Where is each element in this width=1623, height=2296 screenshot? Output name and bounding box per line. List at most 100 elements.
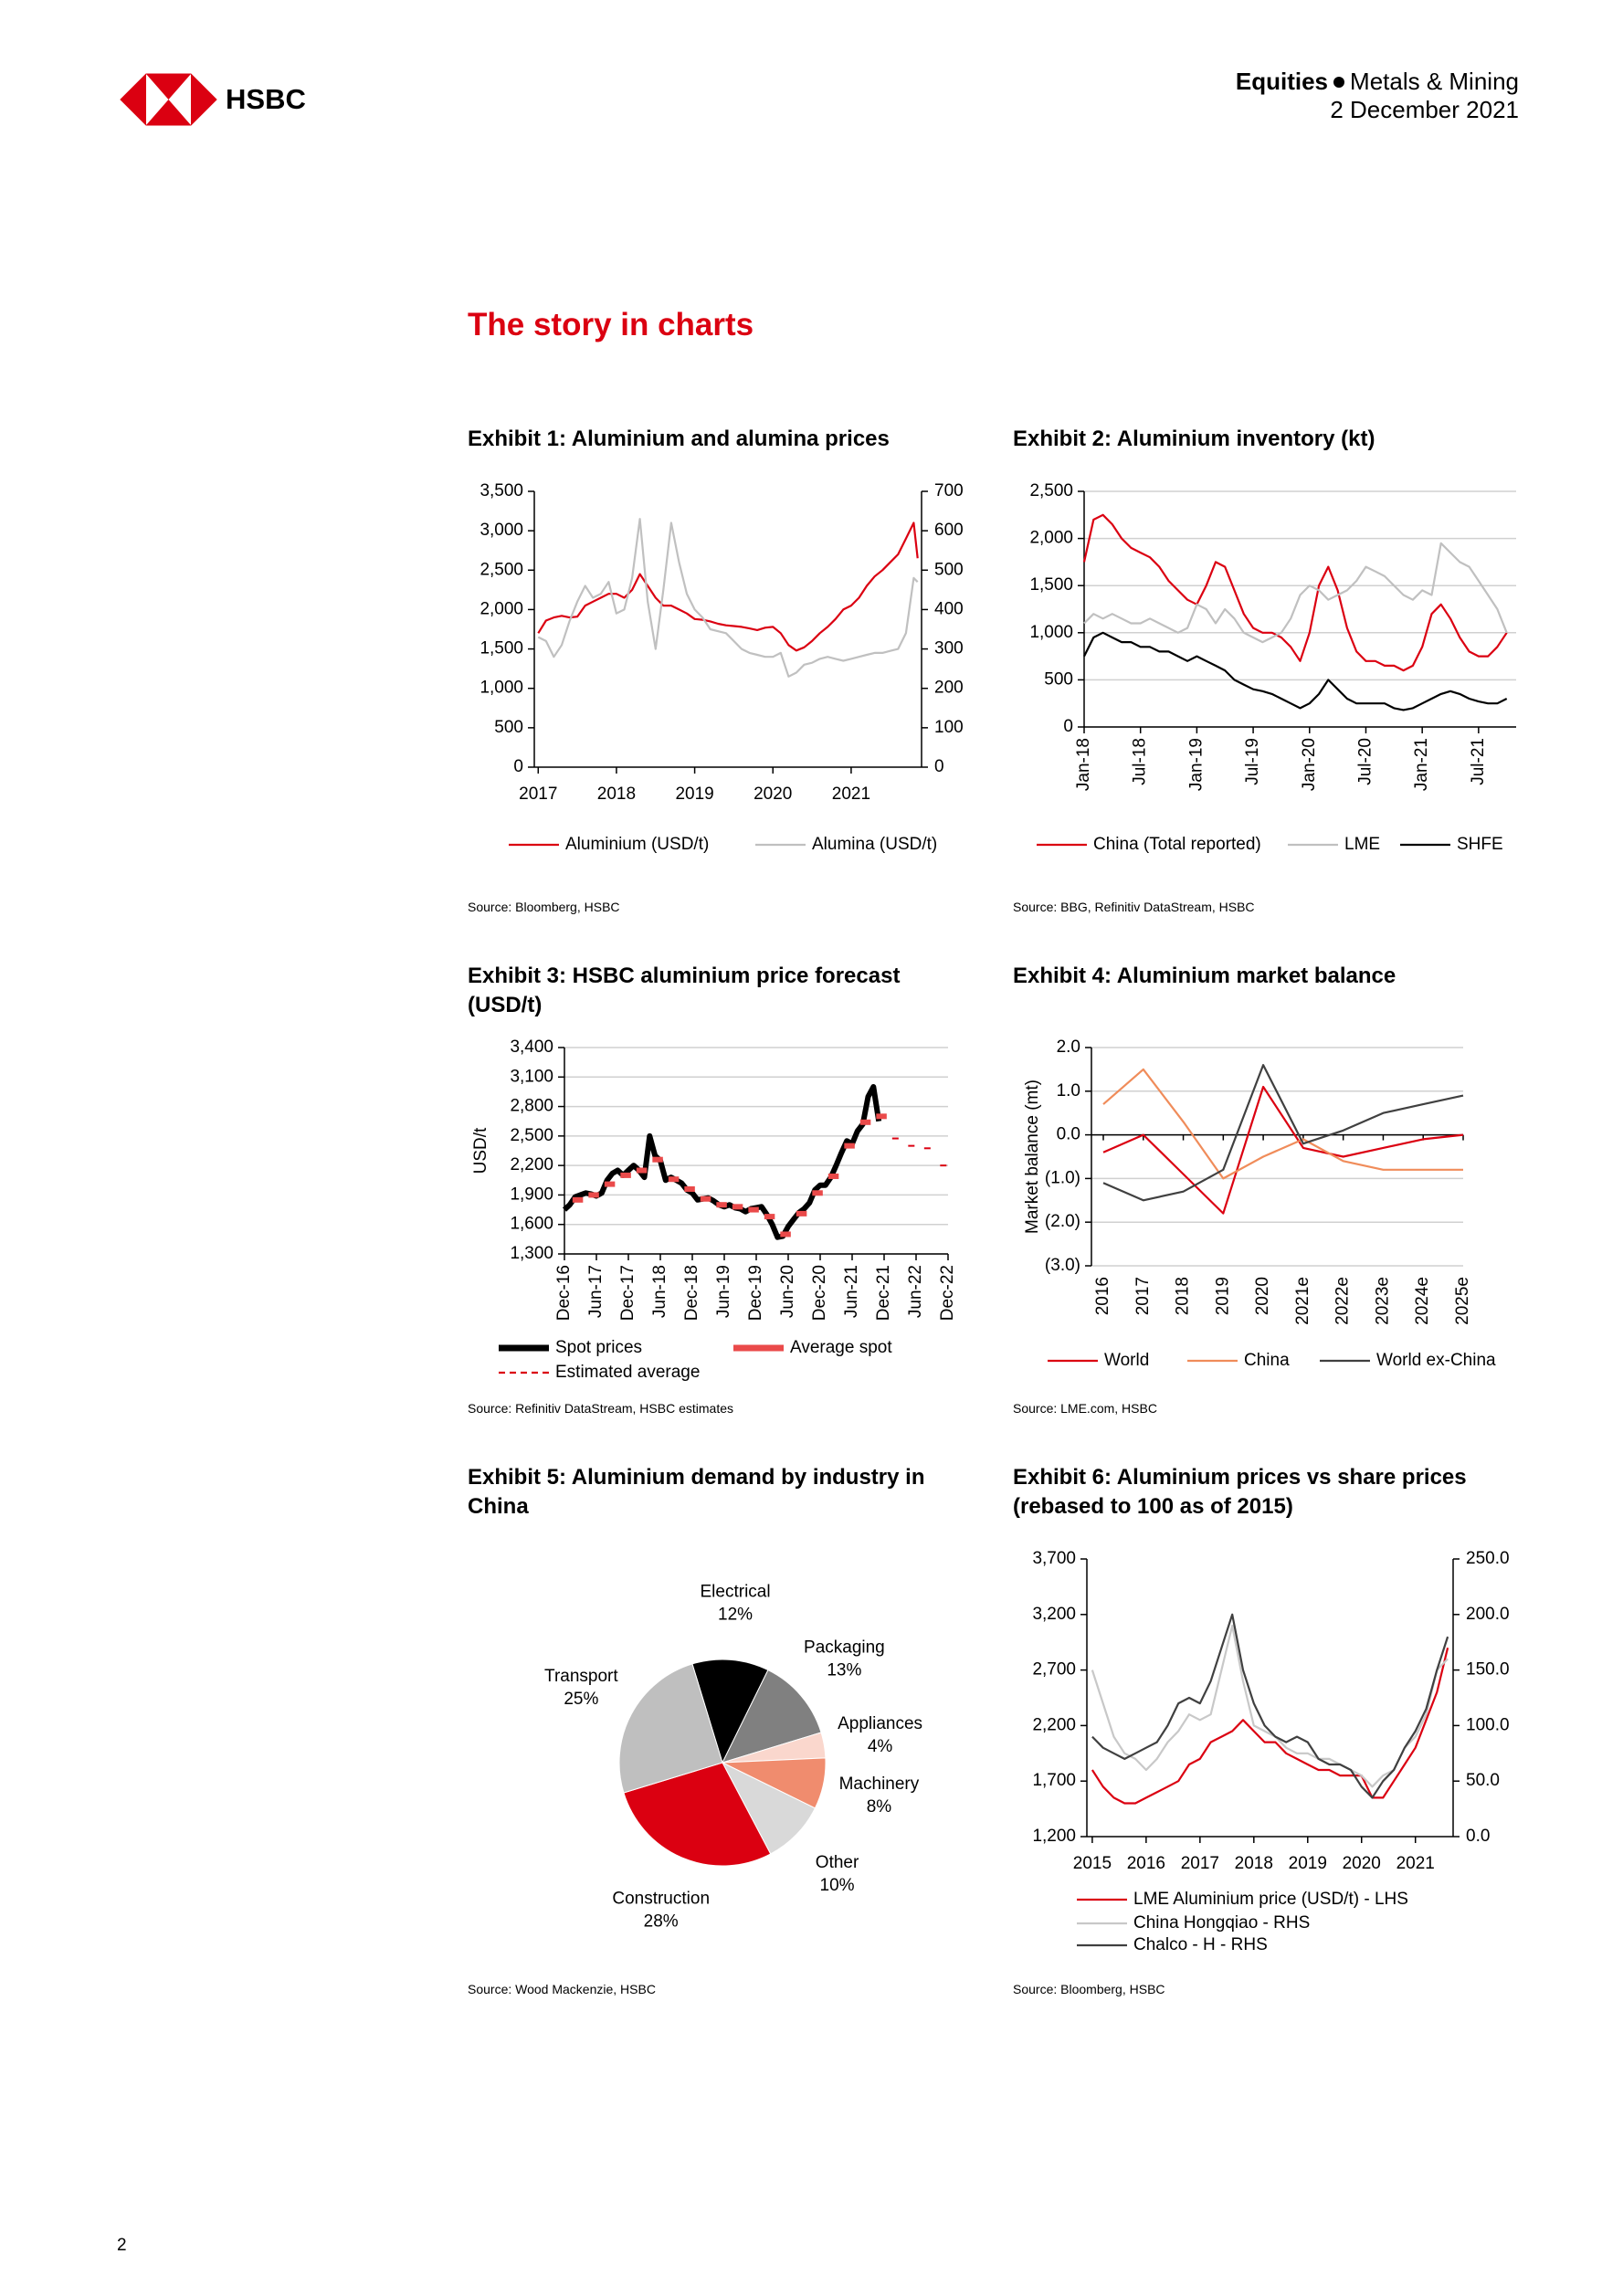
x-tick-label: 2019 [675,785,713,804]
slice-label: Machinery [839,1775,920,1794]
y-tick-label: 2,200 [1032,1715,1076,1734]
x-tick-label: 2016 [1127,1854,1165,1873]
series-line [1091,1648,1449,1805]
y-tick-label: 1,500 [1029,575,1073,595]
x-tick-label: 2015 [1073,1854,1112,1873]
logo-right [191,74,216,125]
heading: The story in charts [468,307,754,342]
slice-value: 10% [820,1876,855,1895]
x-tick-label: Jun-18 [650,1265,669,1318]
x-tick-label: Jan-21 [1412,738,1431,791]
legend-label: Aluminium (USD/t) [565,835,709,854]
pie-slice [623,1762,772,1867]
y-tick-label: 2,500 [480,560,523,579]
series-line [1102,1064,1464,1202]
section: Equities [1235,68,1329,95]
header: Equities Metals & Mining 2 December 2021 [1236,68,1519,124]
y2-tick-label: 600 [934,521,964,540]
y-tick-label: (1.0) [1045,1168,1080,1187]
y-tick-label: 500 [494,718,523,737]
series-line [1083,631,1508,711]
x-tick-label: 2018 [1235,1854,1273,1873]
y2-tick-label: 50.0 [1466,1771,1500,1790]
x-tick-label: Jun-19 [714,1265,733,1318]
logo-top [146,74,191,100]
bullet [1333,76,1345,88]
legend-label: China (Total reported) [1093,835,1261,854]
y-tick-label: 1,500 [480,639,523,658]
pie-slice [722,1669,822,1764]
legend-label: LME [1344,835,1380,854]
x-tick-label: Jun-21 [842,1265,861,1318]
y-tick-label: 1,000 [1029,623,1073,642]
y-tick-label: 2,500 [1029,481,1073,500]
x-tick-label: 2017 [519,785,557,804]
series-line [1083,542,1508,644]
x-tick-label: Jan-18 [1074,738,1093,791]
exhibit-title: Exhibit 5: Aluminium demand by industry … [468,1465,925,1519]
x-tick-label: Dec-17 [618,1265,638,1321]
x-tick-label: 2017 [1181,1854,1219,1873]
x-tick-label: Dec-18 [682,1265,701,1321]
slice-value: 12% [718,1605,753,1624]
source: Source: LME.com, HSBC [1013,1401,1157,1416]
slice-value: 13% [827,1660,861,1680]
x-tick-label: 2019 [1213,1277,1232,1315]
slice-value: 25% [564,1690,598,1709]
x-tick-label: 2025e [1453,1277,1472,1325]
y2-tick-label: 400 [934,599,964,618]
source: Source: BBG, Refinitiv DataStream, HSBC [1013,900,1255,914]
x-tick-label: Jan-20 [1300,738,1319,791]
y-tick-label: 2,200 [510,1155,553,1174]
legend-label: China Hongqiao - RHS [1133,1913,1310,1933]
y2-tick-label: 0 [934,757,944,776]
y-tick-label: 1,900 [510,1185,553,1204]
x-tick-label: Jun-17 [586,1265,606,1318]
exhibit-title: Exhibit 3: HSBC aluminium price forecast… [468,964,901,1017]
date: 2 December 2021 [1330,96,1519,123]
y-tick-label: 0 [1063,717,1073,736]
source: Source: Wood Mackenzie, HSBC [468,1982,656,1996]
series-line [537,521,919,652]
legend-label: LME Aluminium price (USD/t) - LHS [1133,1890,1408,1909]
x-tick-label: 2021 [832,785,870,804]
brand: HSBC [226,83,306,115]
series-line [1102,1068,1463,1180]
x-tick-label: 2020 [1343,1854,1381,1873]
slice-label: Construction [612,1890,710,1909]
y-axis-title: Market balance (mt) [1023,1080,1042,1234]
y-tick-label: 500 [1044,669,1073,689]
y-axis-title: USD/t [471,1127,490,1174]
legend-label: World [1104,1351,1149,1370]
slice-label: Transport [544,1667,618,1686]
series-line [562,1084,882,1240]
legend-label: Alumina (USD/t) [812,835,937,854]
y2-tick-label: 0.0 [1466,1827,1490,1846]
y-tick-label: 3,700 [1032,1549,1076,1568]
y-tick-label: 2,000 [480,599,523,618]
y2-tick-label: 700 [934,481,964,500]
series-line [1091,1624,1449,1788]
x-tick-label: 2024e [1413,1277,1432,1325]
y-tick-label: 1,600 [510,1215,553,1234]
x-tick-label: Dec-19 [746,1265,765,1321]
x-tick-label: Jul-21 [1469,738,1488,785]
y2-tick-label: 300 [934,639,964,658]
y2-tick-label: 200.0 [1466,1605,1510,1624]
pie-slice [721,1761,817,1855]
x-tick-label: 2020 [1253,1277,1272,1315]
legend-label: Spot prices [555,1338,642,1357]
exhibit-title: Exhibit 1: Aluminium and alumina prices [468,427,890,451]
y-tick-label: (2.0) [1045,1212,1080,1231]
y-tick-label: 3,500 [480,481,523,500]
y-tick-label: 3,400 [510,1037,553,1057]
y-tick-label: 1,700 [1032,1771,1076,1790]
slice-label: Packaging [804,1638,885,1657]
series-line [1091,1613,1449,1799]
x-tick-label: 2021e [1293,1277,1312,1325]
x-tick-label: 2017 [1133,1277,1153,1315]
page-number: 2 [117,2236,127,2255]
y-tick-label: (3.0) [1045,1256,1080,1275]
